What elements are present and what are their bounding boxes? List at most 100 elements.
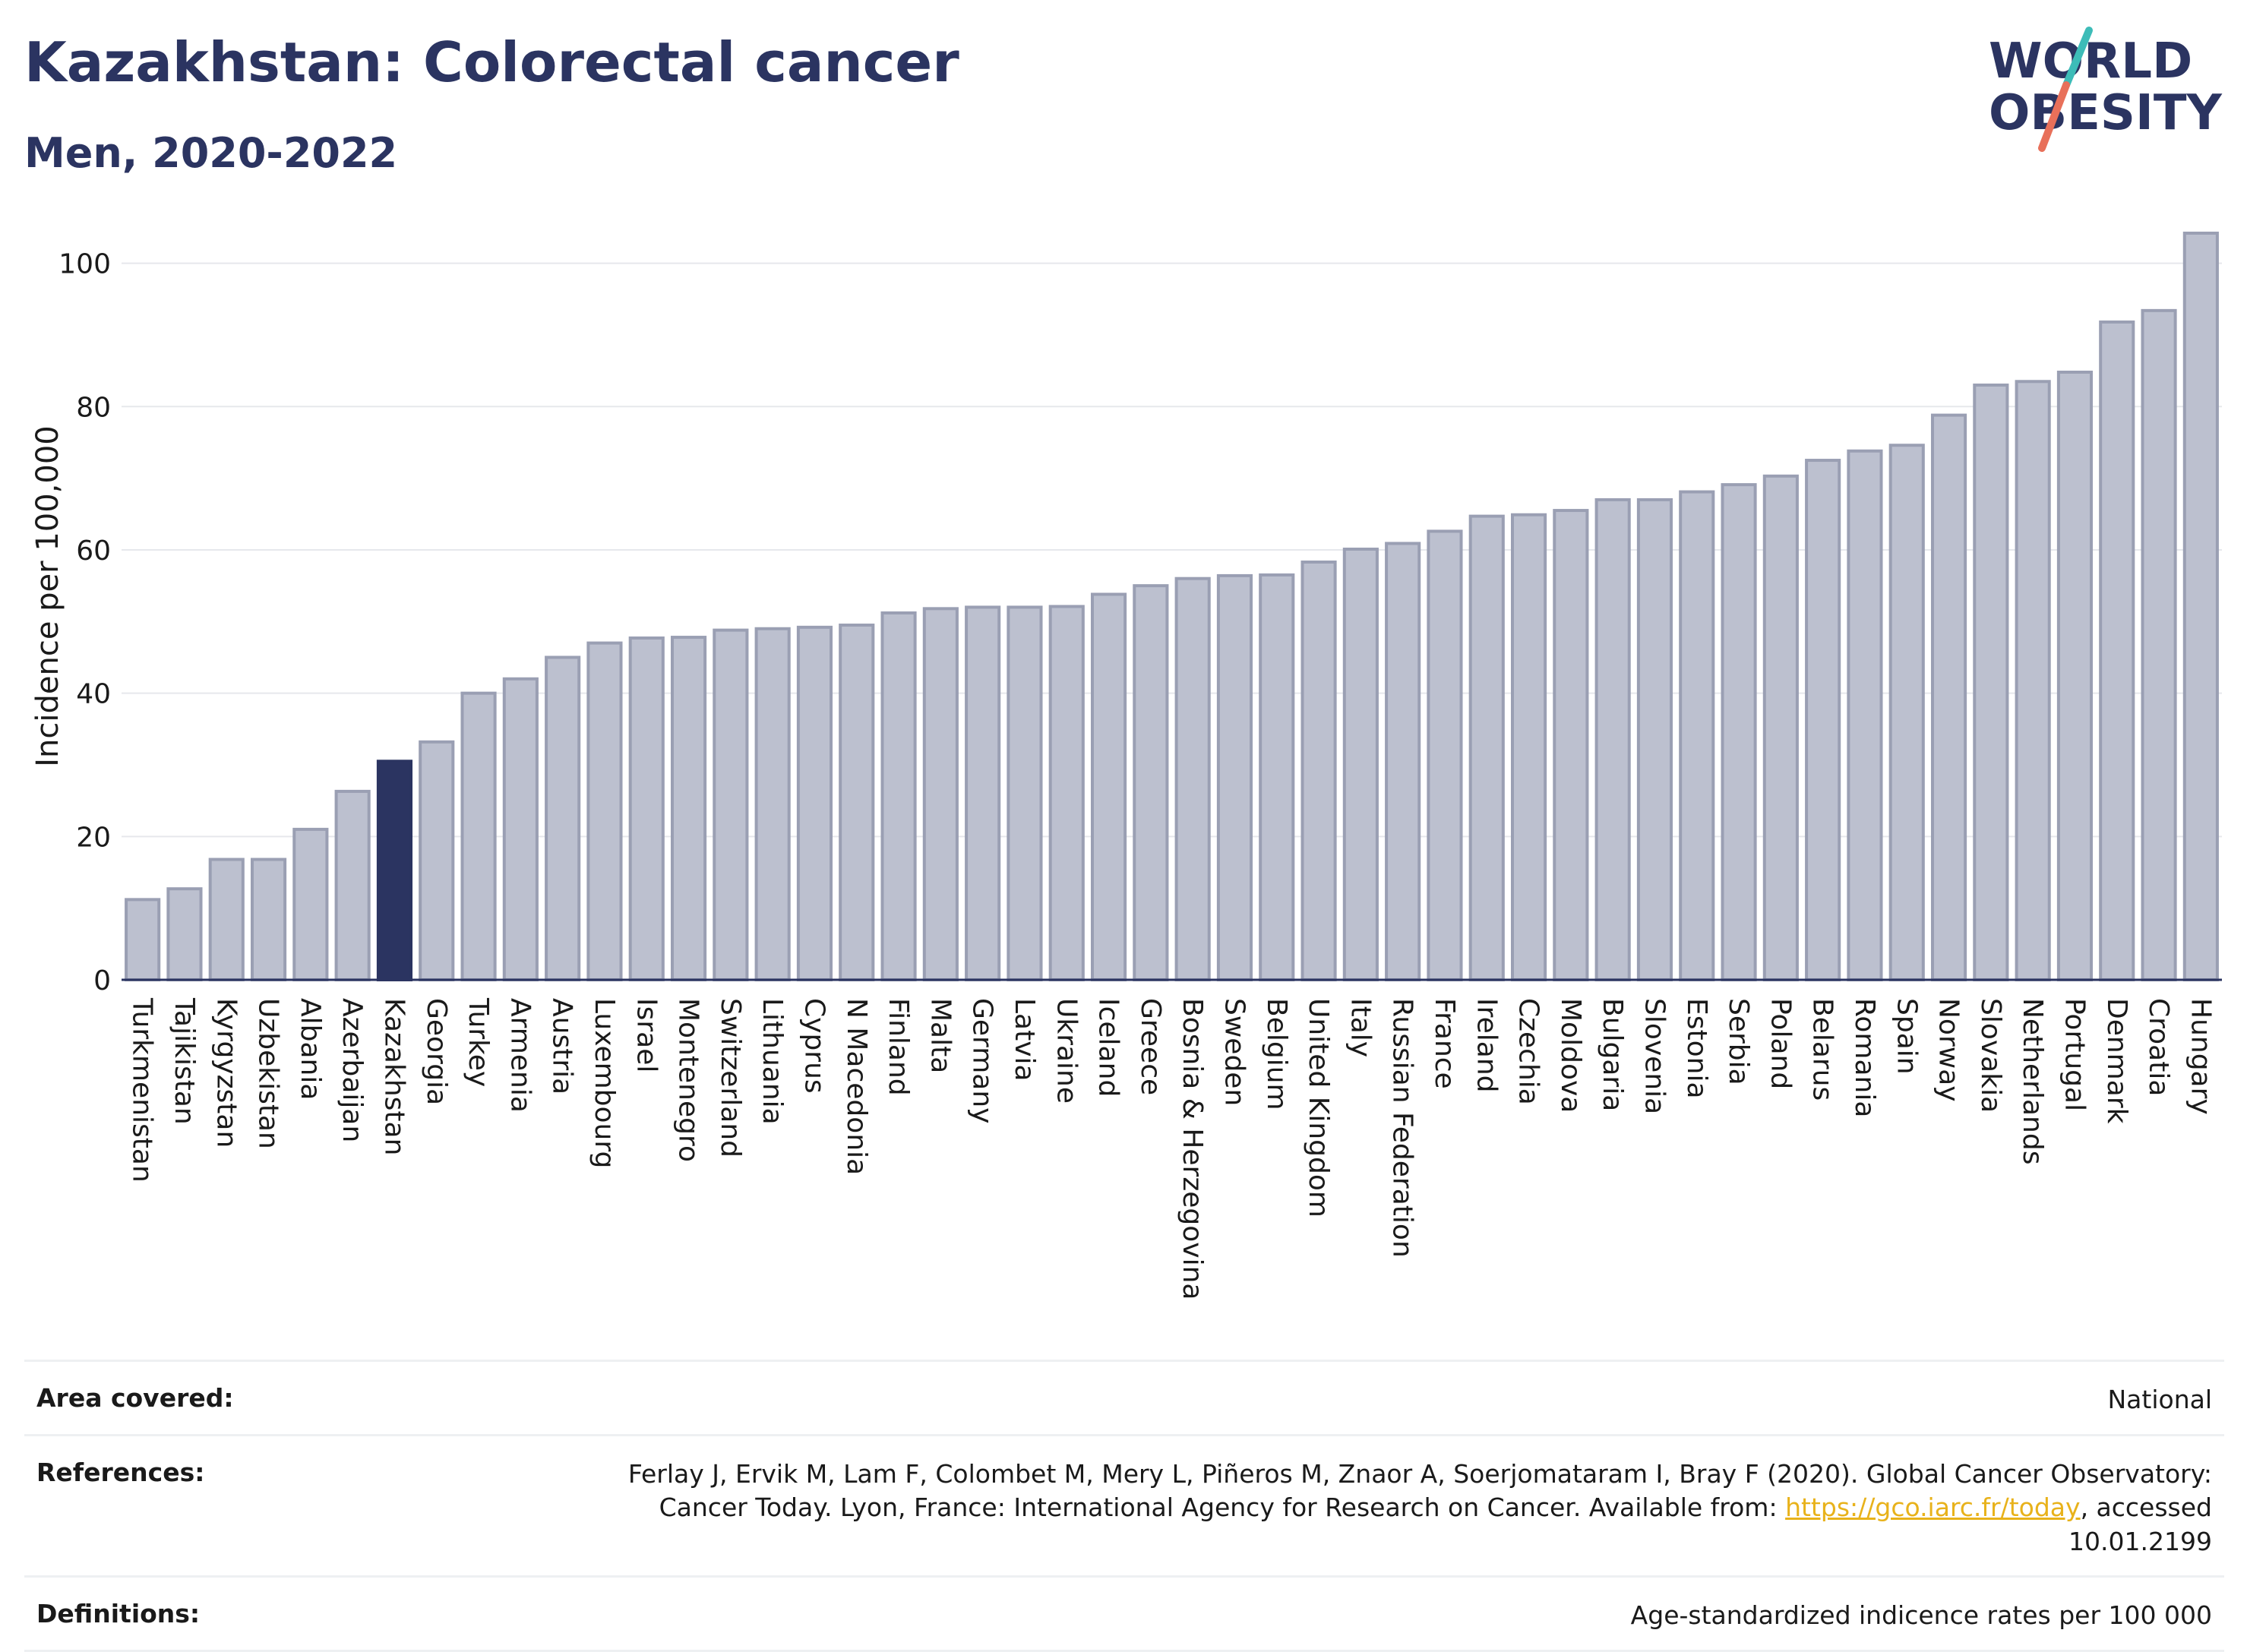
- bar-kazakhstan: [376, 760, 413, 981]
- bar-finland: [880, 611, 917, 981]
- bar-slovenia: [1636, 497, 1673, 981]
- x-tick-label: Malta: [924, 998, 956, 1073]
- x-tick-label: Slovakia: [1975, 998, 2006, 1113]
- bar-latvia: [1007, 605, 1043, 981]
- x-tick-label: Denmark: [2101, 998, 2132, 1124]
- bar-united-kingdom: [1300, 561, 1337, 981]
- x-tick-label: Romania: [1849, 998, 1880, 1117]
- x-tick-label: Hungary: [2185, 998, 2216, 1115]
- bar-belgium: [1259, 573, 1295, 981]
- references-value: Ferlay J, Ervik M, Lam F, Colombet M, Me…: [617, 1458, 2212, 1559]
- x-tick-label: Norway: [1933, 998, 1964, 1102]
- x-tick-label: Montenegro: [673, 998, 704, 1162]
- bar-moldova: [1553, 509, 1589, 981]
- x-tick-label: N Macedonia: [841, 998, 872, 1175]
- bar-czechia: [1510, 513, 1547, 981]
- references-text: Ferlay J, Ervik M, Lam F, Colombet M, Me…: [627, 1458, 2212, 1523]
- x-tick-label: Spain: [1891, 998, 1922, 1075]
- bar-lithuania: [754, 627, 791, 981]
- x-tick-label: Bulgaria: [1597, 998, 1628, 1111]
- x-tick-label: Italy: [1345, 998, 1376, 1057]
- x-tick-label: Georgia: [421, 998, 452, 1105]
- x-tick-label: Albania: [295, 998, 326, 1100]
- bar-iceland: [1090, 592, 1127, 981]
- x-tick-label: Poland: [1765, 998, 1796, 1089]
- bar-greece: [1133, 584, 1169, 981]
- x-tick-label: Ukraine: [1051, 998, 1082, 1104]
- x-tick-label: Serbia: [1723, 998, 1754, 1085]
- bar-tajikistan: [166, 887, 203, 982]
- x-tick-label: Israel: [630, 998, 662, 1072]
- bar-slovakia: [1973, 383, 2009, 981]
- logo-slash-teal: [2062, 27, 2093, 89]
- bar-denmark: [2099, 320, 2135, 981]
- x-tick-label: Kazakhstan: [378, 998, 409, 1155]
- x-tick-label: Austria: [547, 998, 578, 1094]
- references-link[interactable]: https://gco.iarc.fr/today: [1785, 1492, 2081, 1523]
- bar-kyrgyzstan: [208, 858, 245, 981]
- x-tick-label: Sweden: [1218, 998, 1250, 1106]
- bar-poland: [1762, 474, 1799, 981]
- bar-ukraine: [1048, 605, 1085, 981]
- y-tick-label: 100: [58, 249, 111, 280]
- x-tick-label: Uzbekistan: [253, 998, 284, 1149]
- info-table: Area covered: National References: Ferla…: [24, 1360, 2224, 1652]
- page-title: Kazakhstan: Colorectal cancer: [24, 30, 959, 94]
- info-row-references: References: Ferlay J, Ervik M, Lam F, Co…: [24, 1433, 2224, 1576]
- bar-austria: [545, 655, 581, 981]
- x-tick-label: Germany: [967, 998, 998, 1123]
- bar-serbia: [1721, 483, 1757, 981]
- x-tick-label: Belgium: [1261, 998, 1292, 1110]
- x-tick-label: Luxembourg: [589, 998, 620, 1168]
- x-tick-label: Latvia: [1009, 998, 1040, 1082]
- bar-montenegro: [670, 636, 707, 981]
- x-tick-label: Bosnia & Herzegovina: [1177, 998, 1208, 1300]
- bar-russian-federation: [1385, 542, 1421, 981]
- bar-romania: [1847, 449, 1883, 981]
- definitions-value: Age-standardized indicence rates per 100…: [1630, 1600, 2212, 1631]
- x-tick-label: Czechia: [1513, 998, 1544, 1105]
- x-tick-label: Azerbaijan: [337, 998, 368, 1142]
- x-tick-label: France: [1429, 998, 1460, 1089]
- bar-ireland: [1468, 514, 1505, 981]
- y-axis-label: Incidence per 100,000: [30, 425, 65, 767]
- x-tick-label: Lithuania: [757, 998, 788, 1125]
- bar-malta: [922, 607, 959, 981]
- bar-germany: [965, 605, 1001, 981]
- x-tick-label: Russian Federation: [1387, 998, 1418, 1258]
- y-tick-label: 0: [93, 965, 111, 997]
- bar-azerbaijan: [334, 789, 371, 982]
- bar-norway: [1930, 413, 1967, 981]
- area-label: Area covered:: [36, 1383, 234, 1413]
- y-tick-label: 60: [76, 535, 111, 567]
- x-tick-label: Ireland: [1471, 998, 1502, 1093]
- bar-israel: [628, 636, 665, 981]
- bar-uzbekistan: [250, 858, 287, 981]
- bar-turkey: [460, 691, 497, 981]
- page-subtitle: Men, 2020-2022: [24, 129, 398, 177]
- bar-turkmenistan: [125, 898, 161, 981]
- x-tick-label: Finland: [883, 998, 914, 1096]
- bar-bulgaria: [1594, 497, 1631, 981]
- bar-sweden: [1216, 573, 1253, 981]
- bar-layer: [125, 231, 2219, 982]
- bar-estonia: [1679, 490, 1715, 981]
- y-tick-label: 40: [76, 679, 111, 710]
- bar-albania: [292, 827, 329, 982]
- x-tick-label: Estonia: [1681, 998, 1712, 1099]
- logo-slash-coral: [2038, 81, 2070, 152]
- y-tick-label: 80: [76, 392, 111, 423]
- bar-belarus: [1805, 459, 1841, 981]
- bar-chart: 0 20 40 60 80 100 Turkmenistan Tajikistan Kyrgyz…: [30, 231, 2222, 1300]
- bar-bosnia-herzegovina: [1174, 576, 1211, 981]
- bar-netherlands: [2015, 380, 2051, 981]
- x-tick-label: Portugal: [2059, 998, 2090, 1111]
- x-tick-label: Greece: [1135, 998, 1166, 1095]
- x-tick-label: Switzerland: [715, 998, 746, 1158]
- x-tick-label: Iceland: [1093, 998, 1124, 1097]
- x-tick-label: Cyprus: [798, 998, 830, 1094]
- x-tick-label: Armenia: [504, 998, 536, 1113]
- references-accessed: , accessed 10.01.2199: [2068, 1492, 2212, 1556]
- references-label: References:: [36, 1457, 205, 1487]
- bar-armenia: [502, 677, 539, 981]
